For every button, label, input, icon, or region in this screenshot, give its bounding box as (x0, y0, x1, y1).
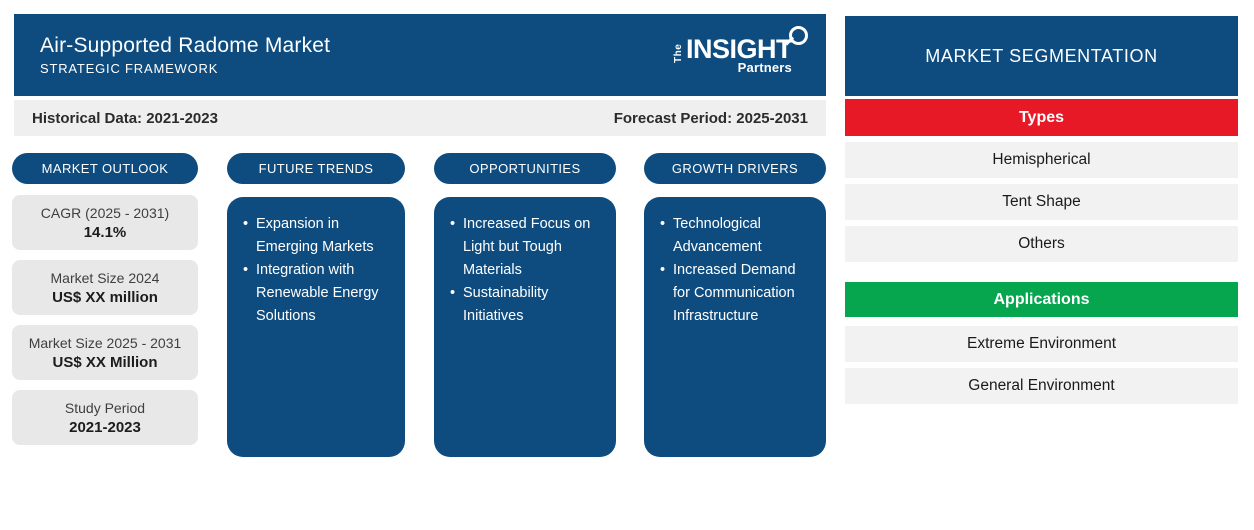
opportunities-box: Increased Focus on Light but Tough Mater… (434, 197, 616, 457)
future-trends-box: Expansion in Emerging Markets Integratio… (227, 197, 405, 457)
period-bar: Historical Data: 2021-2023 Forecast Peri… (14, 100, 826, 136)
segment-group-types: Types (845, 99, 1238, 136)
list-item: Increased Focus on Light but Tough Mater… (450, 213, 604, 282)
stat-value: 14.1% (83, 223, 127, 241)
segment-item-general-environment: General Environment (845, 368, 1238, 404)
logo-partners-text: Partners (737, 60, 792, 75)
stat-box-study-period: Study Period 2021-2023 (12, 390, 198, 445)
stat-box-cagr: CAGR (2025 - 2031) 14.1% (12, 195, 198, 250)
opportunities-header: OPPORTUNITIES (434, 153, 616, 184)
stat-label: Market Size 2025 - 2031 (28, 334, 182, 351)
historical-data-label: Historical Data: 2021-2023 (32, 109, 218, 127)
stat-label: CAGR (2025 - 2031) (40, 204, 170, 221)
segment-item-others: Others (845, 226, 1238, 262)
opportunities-column: OPPORTUNITIES Increased Focus on Light b… (434, 153, 616, 457)
growth-drivers-box: Technological Advancement Increased Dema… (644, 197, 826, 457)
page-subtitle: STRATEGIC FRAMEWORK (40, 61, 219, 76)
header-text: Air-Supported Radome Market STRATEGIC FR… (40, 34, 330, 76)
magnifier-icon (789, 26, 808, 45)
market-segmentation-panel: MARKET SEGMENTATION Types Hemispherical … (845, 16, 1238, 404)
list-item: Sustainability Initiatives (450, 282, 604, 328)
list-item: Integration with Renewable Energy Soluti… (243, 259, 393, 328)
market-segmentation-header: MARKET SEGMENTATION (845, 16, 1238, 96)
growth-drivers-list: Technological Advancement Increased Dema… (660, 213, 814, 328)
page-title: Air-Supported Radome Market (40, 34, 331, 57)
segment-item-tent-shape: Tent Shape (845, 184, 1238, 220)
market-outlook-header: MARKET OUTLOOK (12, 153, 198, 184)
forecast-period-label: Forecast Period: 2025-2031 (613, 109, 808, 127)
segment-group-applications: Applications (845, 282, 1238, 317)
future-trends-column: FUTURE TRENDS Expansion in Emerging Mark… (227, 153, 405, 457)
segment-item-hemispherical: Hemispherical (845, 142, 1238, 178)
stat-label: Study Period (64, 399, 146, 416)
stat-box-market-size-2025-2031: Market Size 2025 - 2031 US$ XX Million (12, 325, 198, 380)
stat-value: US$ XX Million (52, 353, 158, 371)
stat-box-market-size-2024: Market Size 2024 US$ XX million (12, 260, 198, 315)
market-outlook-column: MARKET OUTLOOK CAGR (2025 - 2031) 14.1% … (12, 153, 198, 455)
list-item: Technological Advancement (660, 213, 814, 259)
future-trends-header: FUTURE TRENDS (227, 153, 405, 184)
opportunities-list: Increased Focus on Light but Tough Mater… (450, 213, 604, 328)
growth-drivers-column: GROWTH DRIVERS Technological Advancement… (644, 153, 826, 457)
stat-label: Market Size 2024 (50, 269, 160, 286)
stat-value: 2021-2023 (69, 418, 141, 436)
logo-insight-text: INSIGHT (685, 34, 793, 64)
growth-drivers-header: GROWTH DRIVERS (644, 153, 826, 184)
list-item: Increased Demand for Communication Infra… (660, 259, 814, 328)
segment-item-extreme-environment: Extreme Environment (845, 326, 1238, 362)
list-item: Expansion in Emerging Markets (243, 213, 393, 259)
future-trends-list: Expansion in Emerging Markets Integratio… (243, 213, 393, 328)
stat-value: US$ XX million (52, 288, 158, 306)
logo-main: INSIGHT Partners (685, 26, 808, 75)
insight-partners-logo: The INSIGHT Partners (672, 26, 808, 75)
logo-the-text: The (672, 43, 684, 63)
main-header: Air-Supported Radome Market STRATEGIC FR… (14, 14, 826, 96)
